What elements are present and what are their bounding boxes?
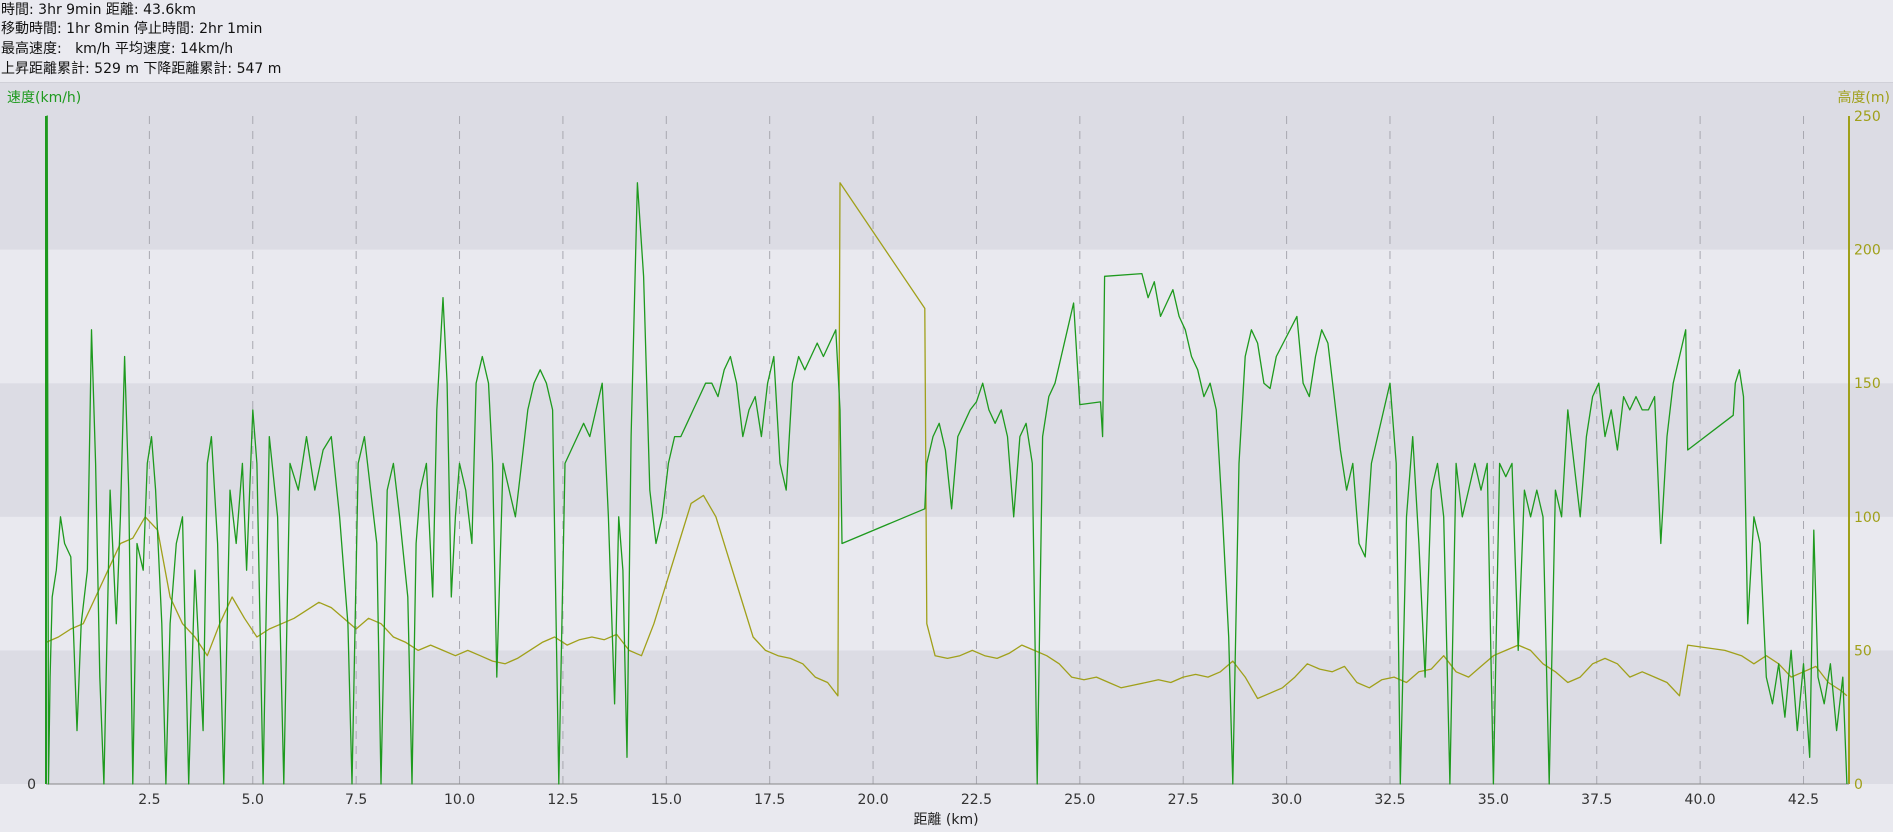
x-tick-label: 30.0: [1271, 792, 1302, 808]
x-tick-label: 32.5: [1374, 792, 1405, 808]
x-tick-label: 27.5: [1168, 792, 1199, 808]
x-tick-label: 17.5: [754, 792, 785, 808]
elevation-gain-loss-text: 上昇距離累計: 529 m 下降距離累計: 547 m: [1, 61, 282, 77]
left-y-tick-label: 0: [27, 777, 36, 793]
time-distance-text: 時間: 3hr 9min 距離: 43.6km: [1, 2, 196, 18]
summary-panel: 時間: 3hr 9min 距離: 43.6km 移動時間: 1hr 8min 停…: [0, 0, 1893, 83]
x-tick-label: 20.0: [857, 792, 888, 808]
elevation-series: [45, 182, 1848, 700]
x-tick-label: 12.5: [547, 792, 578, 808]
left-axis-title: 速度(km/h): [7, 90, 81, 106]
speed-series: [45, 115, 1848, 785]
background-band: [0, 83, 1893, 250]
right-y-tick-label: 150: [1854, 376, 1881, 392]
right-y-tick-labels: 0 50 100 150 200 250: [1854, 109, 1881, 793]
right-y-tick-label: 100: [1854, 510, 1881, 526]
x-tick-label: 10.0: [444, 792, 475, 808]
speed-summary-text: 最高速度: km/h 平均速度: 14km/h: [1, 41, 234, 57]
x-tick-label: 5.0: [242, 792, 264, 808]
background-band: [0, 516, 1893, 651]
x-tick-label: 37.5: [1581, 792, 1612, 808]
background-band: [0, 249, 1893, 384]
right-y-tick-label: 0: [1854, 777, 1863, 793]
background-band: [0, 383, 1893, 517]
speed-line: [45, 115, 1848, 785]
x-tick-labels: 2.5 5.0 7.5 10.0 12.5 15.0 17.5 20.0 22.5 25.0 27.…: [138, 792, 1819, 808]
x-tick-label: 42.5: [1788, 792, 1819, 808]
x-tick-label: 35.0: [1478, 792, 1509, 808]
x-tick-label: 7.5: [345, 792, 367, 808]
background-band: [0, 650, 1893, 784]
x-tick-label: 40.0: [1685, 792, 1716, 808]
right-y-tick-label: 250: [1854, 109, 1881, 125]
elevation-line: [45, 182, 1848, 700]
right-y-tick-label: 200: [1854, 243, 1881, 259]
x-tick-label: 22.5: [961, 792, 992, 808]
x-tick-label: 2.5: [138, 792, 160, 808]
vertical-gridlines: [148, 116, 1805, 784]
right-axis-title: 高度(m): [1837, 89, 1890, 106]
right-y-tick-label: 50: [1854, 643, 1872, 659]
x-axis-title: 距離 (km): [913, 811, 978, 828]
background-bands: [0, 83, 1893, 832]
left-y-tick-labels: 0: [27, 777, 36, 793]
moving-stopped-time-text: 移動時間: 1hr 8min 停止時間: 2hr 1min: [1, 21, 263, 37]
x-tick-label: 25.0: [1064, 792, 1095, 808]
x-tick-label: 15.0: [651, 792, 682, 808]
